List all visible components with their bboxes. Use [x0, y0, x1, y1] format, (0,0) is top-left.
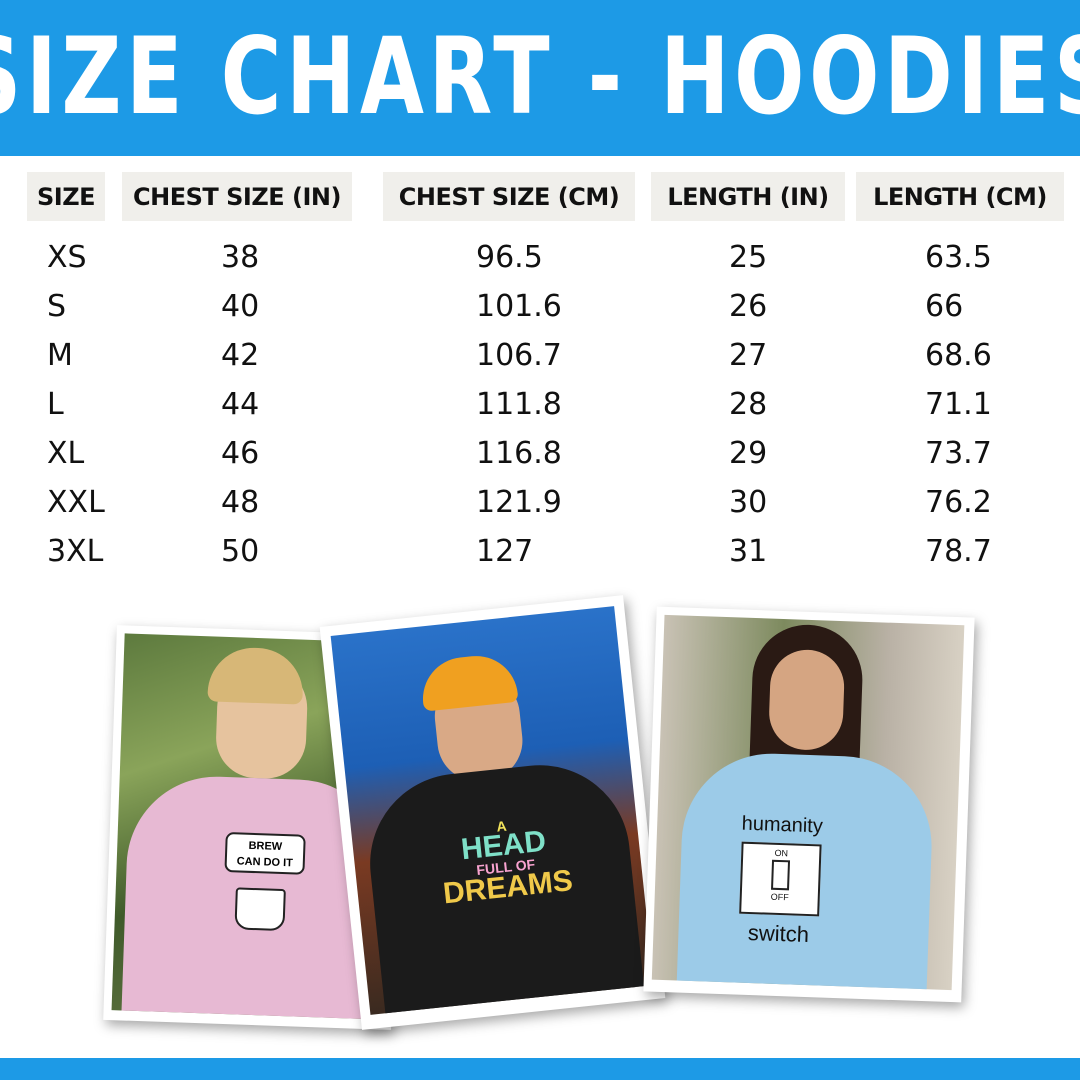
cup-icon [234, 887, 286, 932]
table-cell: 101.6 [476, 289, 562, 324]
table-cell: 44 [221, 387, 260, 422]
table-cell: 78.7 [925, 534, 992, 569]
photo-blue-hoodie: humanity ON OFF switch [643, 606, 975, 1003]
table-cell: 121.9 [476, 485, 562, 520]
table-cell: 46 [221, 436, 260, 471]
table-cell: 96.5 [476, 240, 543, 275]
table-cell: 48 [221, 485, 260, 520]
switch-icon: ON OFF [739, 841, 822, 917]
table-cell: 3XL [47, 534, 104, 569]
table-cell: XL [47, 436, 85, 471]
hoodie-print: BREW CAN DO IT [224, 832, 306, 875]
print-line: ON [774, 847, 789, 859]
table-cell: 27 [729, 338, 768, 373]
column-header: SIZE [27, 172, 105, 221]
print-line: OFF [770, 891, 789, 903]
table-cell: XXL [47, 485, 105, 520]
page-title: SIZE CHART - HOODIES [0, 15, 1080, 138]
photo-black-hoodie: A HEAD FULL OF DREAMS [319, 595, 666, 1030]
table-cell: M [47, 338, 73, 373]
table-cell: 42 [221, 338, 260, 373]
table-cell: XS [47, 240, 87, 275]
table-cell: 40 [221, 289, 260, 324]
table-cell: 63.5 [925, 240, 992, 275]
print-line: CAN DO IT [236, 855, 294, 870]
column-header: LENGTH (CM) [856, 172, 1064, 221]
table-cell: 28 [729, 387, 768, 422]
table-cell: 116.8 [476, 436, 562, 471]
column-header: CHEST SIZE (CM) [383, 172, 635, 221]
hoodie-print: humanity ON OFF switch [723, 812, 838, 949]
title-banner: SIZE CHART - HOODIES [0, 0, 1080, 156]
table-cell: 31 [729, 534, 768, 569]
table-cell: S [47, 289, 67, 324]
bottom-bar [0, 1058, 1080, 1080]
table-cell: 26 [729, 289, 768, 324]
table-cell: 25 [729, 240, 768, 275]
table-cell: 127 [476, 534, 534, 569]
table-cell: L [47, 387, 64, 422]
table-cell: 30 [729, 485, 768, 520]
table-cell: 50 [221, 534, 260, 569]
table-cell: 29 [729, 436, 768, 471]
column-header: LENGTH (IN) [651, 172, 845, 221]
table-cell: 68.6 [925, 338, 992, 373]
table-cell: 38 [221, 240, 260, 275]
column-header: CHEST SIZE (IN) [122, 172, 352, 221]
hoodie-print: A HEAD FULL OF DREAMS [431, 812, 579, 911]
print-line: switch [747, 919, 810, 948]
table-cell: 76.2 [925, 485, 992, 520]
print-line: humanity [741, 812, 824, 838]
table-cell: 71.1 [925, 387, 992, 422]
table-cell: 73.7 [925, 436, 992, 471]
table-cell: 111.8 [476, 387, 562, 422]
table-cell: 66 [925, 289, 964, 324]
table-cell: 106.7 [476, 338, 562, 373]
